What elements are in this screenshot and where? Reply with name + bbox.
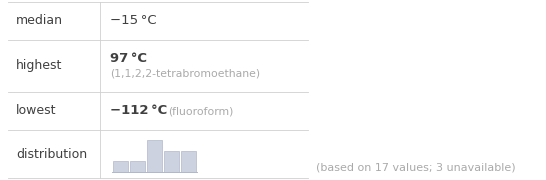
Text: 97 °C: 97 °C (110, 52, 147, 65)
Bar (113, 161, 128, 172)
Text: distribution: distribution (16, 148, 87, 161)
Text: median: median (16, 15, 63, 28)
Bar (147, 140, 162, 172)
Text: highest: highest (16, 60, 62, 73)
Text: −15 °C: −15 °C (110, 15, 157, 28)
Text: lowest: lowest (16, 105, 56, 118)
Text: −112 °C: −112 °C (110, 105, 167, 118)
Text: (based on 17 values; 3 unavailable): (based on 17 values; 3 unavailable) (316, 163, 515, 173)
Text: (fluoroform): (fluoroform) (168, 106, 233, 116)
Bar (130, 161, 145, 172)
Bar (164, 151, 179, 172)
Text: (1,1,2,2-tetrabromoethane): (1,1,2,2-tetrabromoethane) (110, 69, 260, 79)
Bar (181, 151, 196, 172)
